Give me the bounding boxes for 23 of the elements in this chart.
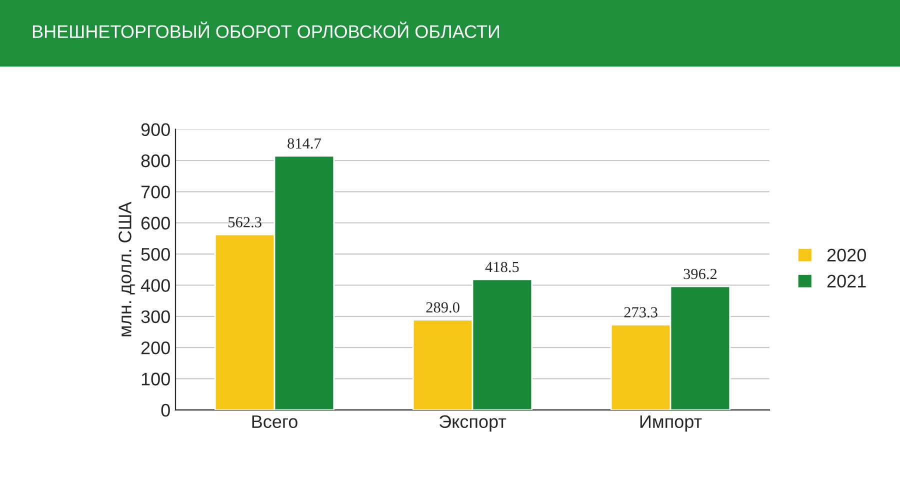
data-label: 273.3 [624,307,658,318]
y-tick-label: 700 [141,186,170,198]
x-tick-label: Импорт [640,415,702,432]
data-label: 418.5 [485,262,519,272]
y-axis-title: млн. долл. США [118,202,135,336]
data-label: 814.7 [288,138,321,149]
x-tick-label: Экспорт [440,415,506,432]
y-tick-label: 600 [141,216,170,230]
y-tick-label: 0 [161,404,170,417]
y-tick-label: 300 [141,310,170,324]
legend-label: 2021 [827,274,866,288]
y-tick-label: 200 [141,342,170,354]
y-tick-label: 400 [140,279,170,292]
y-tick-label: 900 [141,123,170,136]
x-tick-label: Всего [252,415,298,428]
chart-title: ВНЕШНЕТОРГОВЫЙ ОБОРОТ ОРЛОВСКОЙ ОБЛАСТИ [32,22,499,38]
y-tick-label: 100 [142,372,170,386]
y-tick-label: 800 [141,154,170,168]
data-label: 562.3 [228,217,262,228]
data-label: 289.0 [426,302,460,313]
y-tick-label: 500 [141,248,170,261]
data-label: 396.2 [684,268,717,280]
legend-label: 2020 [827,248,866,262]
